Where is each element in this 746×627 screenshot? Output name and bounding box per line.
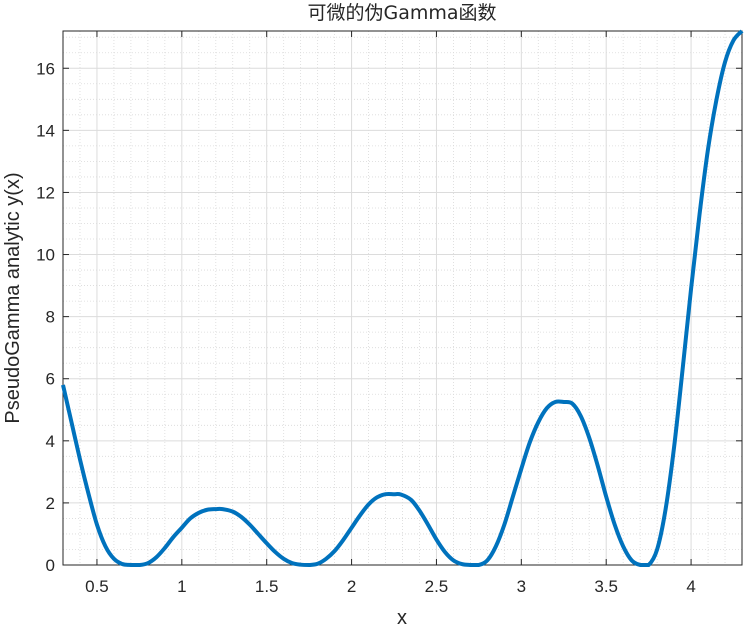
x-axis-label: x [397,607,407,627]
plot-area-frame [62,30,743,566]
chart-title: 可微的伪Gamma函数 [307,2,496,24]
y-axis: 0 2 4 6 8 10 12 14 16 [36,59,742,575]
x-tick-label: 2.5 [425,577,449,596]
x-tick-label: 1.5 [255,577,279,596]
x-tick-label: 0.5 [85,577,109,596]
y-tick-label: 6 [46,370,55,389]
series-layer [61,29,744,568]
y-tick-label: 8 [46,308,55,327]
y-tick-label: 16 [36,59,55,78]
x-axis: 0.5 1 1.5 2 2.5 3 3.5 4 [85,31,696,596]
x-tick-label: 3 [517,577,526,596]
y-tick-label: 4 [46,432,55,451]
x-tick-label: 2 [347,577,356,596]
y-tick-label: 14 [36,121,55,140]
minor-grid [62,31,743,565]
y-tick-label: 12 [36,183,55,202]
y-axis-label: PseudoGamma analytic y(x) [2,172,24,423]
x-tick-label: 1 [177,577,186,596]
y-tick-label: 2 [46,494,55,513]
y-tick-label: 0 [46,556,55,575]
x-tick-label: 3.5 [594,577,618,596]
y-tick-label: 10 [36,246,55,265]
x-tick-label: 4 [686,577,695,596]
series-line [61,29,744,568]
